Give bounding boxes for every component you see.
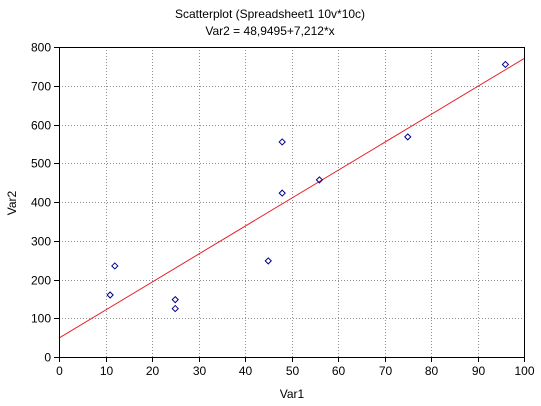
y-tick-label: 300: [31, 235, 51, 249]
data-point: [404, 133, 412, 141]
x-tick-label: 0: [56, 364, 63, 378]
x-tick-label: 50: [286, 364, 300, 378]
y-axis-ticks: 0 100 200 300 400 500 600 700 800: [31, 41, 59, 365]
x-tick-label: 10: [100, 364, 114, 378]
x-tick-label: 70: [379, 364, 393, 378]
data-point: [264, 257, 272, 265]
y-axis-label: Var2: [5, 190, 19, 215]
data-point: [278, 138, 286, 146]
data-point: [315, 176, 324, 184]
data-point: [106, 291, 114, 299]
x-tick-label: 100: [514, 364, 534, 378]
x-tick-label: 60: [332, 364, 346, 378]
y-tick-label: 0: [44, 351, 51, 365]
data-points: [106, 60, 510, 313]
x-axis-ticks: 0 10 20 30 40 50 60 70 80 90 100: [56, 357, 535, 378]
x-tick-label: 40: [239, 364, 253, 378]
y-tick-label: 500: [31, 157, 51, 171]
y-tick-label: 100: [31, 312, 51, 326]
x-tick-label: 20: [146, 364, 160, 378]
grid-lines: [59, 47, 524, 357]
data-point: [171, 304, 179, 313]
y-tick-label: 700: [31, 80, 51, 94]
x-axis-label: Var1: [280, 387, 305, 401]
data-point: [171, 295, 179, 304]
regression-line: [58, 58, 525, 339]
x-tick-label: 90: [472, 364, 486, 378]
x-tick-label: 30: [193, 364, 207, 378]
y-tick-label: 600: [31, 119, 51, 133]
y-tick-label: 200: [31, 274, 51, 288]
data-point: [501, 60, 510, 69]
data-point: [111, 262, 119, 270]
y-tick-label: 400: [31, 196, 51, 210]
chart-subtitle: Var2 = 48,9495+7,212*x: [205, 24, 334, 38]
x-tick-label: 80: [425, 364, 439, 378]
y-tick-label: 800: [31, 41, 51, 55]
chart-title: Scatterplot (Spreadsheet1 10v*10c): [175, 7, 365, 21]
regression-line-group: [58, 58, 525, 339]
data-point: [278, 189, 286, 197]
